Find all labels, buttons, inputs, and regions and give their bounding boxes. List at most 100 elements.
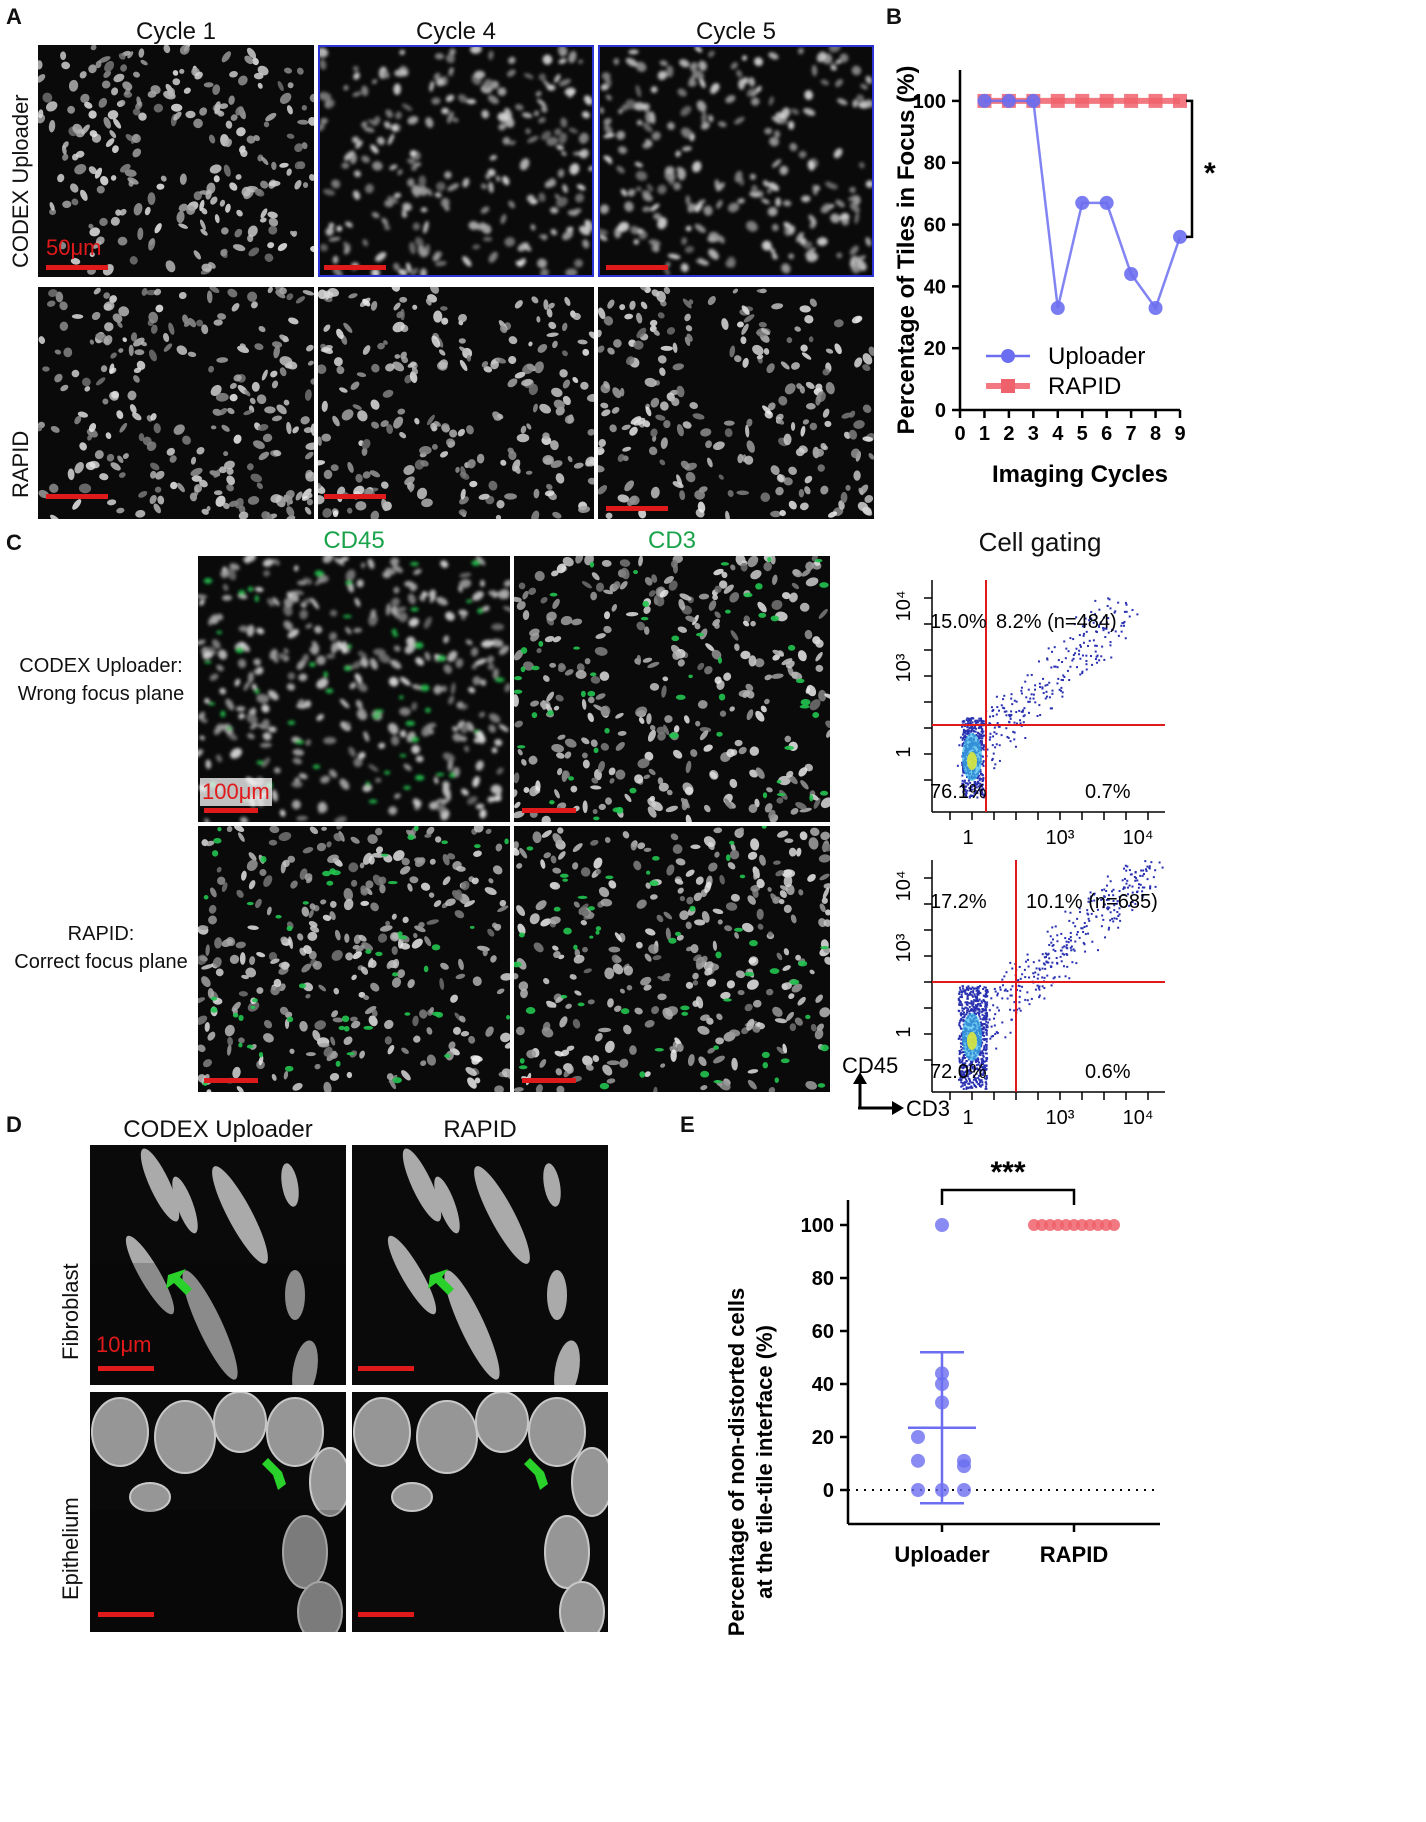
gating-event <box>977 1077 980 1080</box>
gating-event <box>965 1087 968 1090</box>
gating-event <box>963 1016 966 1019</box>
gating-event <box>985 1020 988 1023</box>
gating-event <box>983 986 986 989</box>
gating-event <box>962 728 965 731</box>
gating-event <box>1102 616 1105 619</box>
gating-event <box>1041 687 1044 690</box>
gating-event <box>1015 711 1018 714</box>
gating-event <box>1118 895 1121 898</box>
gating-event <box>1071 659 1074 662</box>
gating-event <box>1017 984 1020 987</box>
gating-event <box>1109 607 1112 610</box>
gating-event <box>995 1031 998 1034</box>
gating-event <box>977 1007 980 1010</box>
gating-event <box>979 1066 982 1069</box>
gating-event <box>1010 693 1013 696</box>
gating-event <box>1013 1001 1016 1004</box>
gating-event <box>973 1084 976 1087</box>
gating-event <box>996 722 999 725</box>
gating-event <box>1052 948 1055 951</box>
gating-event <box>974 791 977 794</box>
gating-event <box>974 721 977 724</box>
gating-event <box>979 1021 982 1024</box>
gating-event <box>1038 968 1041 971</box>
gating-event <box>1072 948 1075 951</box>
gating-event <box>979 784 982 787</box>
gating-event <box>1117 915 1120 918</box>
gating-event <box>980 1084 983 1087</box>
gating-event <box>1126 865 1129 868</box>
gating-event <box>1036 977 1039 980</box>
panel-c-row-uploader: CODEX Uploader: Wrong focus plane <box>6 652 196 708</box>
gating-event <box>1131 901 1134 904</box>
gating-event <box>1042 677 1045 680</box>
gating-event <box>963 1076 966 1079</box>
gating-event <box>1037 986 1040 989</box>
data-point-uploader <box>1173 229 1187 244</box>
gating-event <box>1113 904 1116 907</box>
gating-event <box>1128 615 1131 618</box>
gating-event <box>1011 985 1014 988</box>
gating-event <box>981 789 984 792</box>
y-tick-label: 40 <box>924 276 946 298</box>
density-peak <box>967 752 977 770</box>
gating-event <box>970 1000 973 1003</box>
gating-event <box>975 727 978 730</box>
gating-event <box>1045 690 1048 693</box>
cell-gating-title: Cell gating <box>978 527 1102 557</box>
gating-event <box>973 999 976 1002</box>
nuclei-texture <box>598 287 874 519</box>
gating-event <box>962 731 965 734</box>
gating-event <box>978 779 981 782</box>
gating-event <box>982 764 985 767</box>
gating-event <box>1051 692 1054 695</box>
gating-event <box>1101 914 1104 917</box>
gating-event <box>976 777 979 780</box>
gating-event <box>1047 961 1050 964</box>
gating-event <box>1083 922 1086 925</box>
gating-event <box>1048 696 1051 699</box>
scale-bar-d2 <box>358 1366 414 1371</box>
gating-event <box>976 719 979 722</box>
gating-event <box>1020 686 1023 689</box>
gating-event <box>984 1028 987 1031</box>
gating-event <box>1042 692 1045 695</box>
gating-event <box>993 767 996 770</box>
gating-event <box>966 730 969 733</box>
gating-event <box>994 990 997 993</box>
gating-event <box>982 720 985 723</box>
gating-event <box>973 987 976 990</box>
gating-event <box>1152 876 1155 879</box>
gating-event <box>1107 894 1110 897</box>
gating-event <box>1009 1031 1012 1034</box>
gating-event <box>1108 906 1111 909</box>
gating-event <box>1011 703 1014 706</box>
gating-event <box>1105 621 1108 624</box>
gating-event <box>986 1013 989 1016</box>
gating-event <box>1141 894 1144 897</box>
gating-event <box>966 1065 969 1068</box>
gating-event <box>1123 624 1126 627</box>
gating-event <box>1082 941 1085 944</box>
gating-event <box>1017 979 1020 982</box>
x-tick-label: Uploader <box>894 1542 990 1567</box>
gating-y-tick-label: 10³ <box>893 653 915 682</box>
gating-event <box>1131 885 1134 888</box>
gating-event <box>1118 890 1121 893</box>
gating-event <box>1089 895 1092 898</box>
gating-event <box>1109 644 1112 647</box>
nucleus-shape <box>129 1482 171 1512</box>
gating-event <box>1103 895 1106 898</box>
gating-event <box>960 1027 963 1030</box>
gating-event <box>1066 669 1069 672</box>
gating-event <box>1000 704 1003 707</box>
gating-event <box>984 989 987 992</box>
gating-event <box>974 1009 977 1012</box>
gating-event <box>986 1026 989 1029</box>
gating-event <box>959 1076 962 1079</box>
gating-event <box>1065 952 1068 955</box>
gating-event <box>992 709 995 712</box>
gating-event <box>972 990 975 993</box>
gating-event <box>960 1066 963 1069</box>
gating-event <box>1008 720 1011 723</box>
